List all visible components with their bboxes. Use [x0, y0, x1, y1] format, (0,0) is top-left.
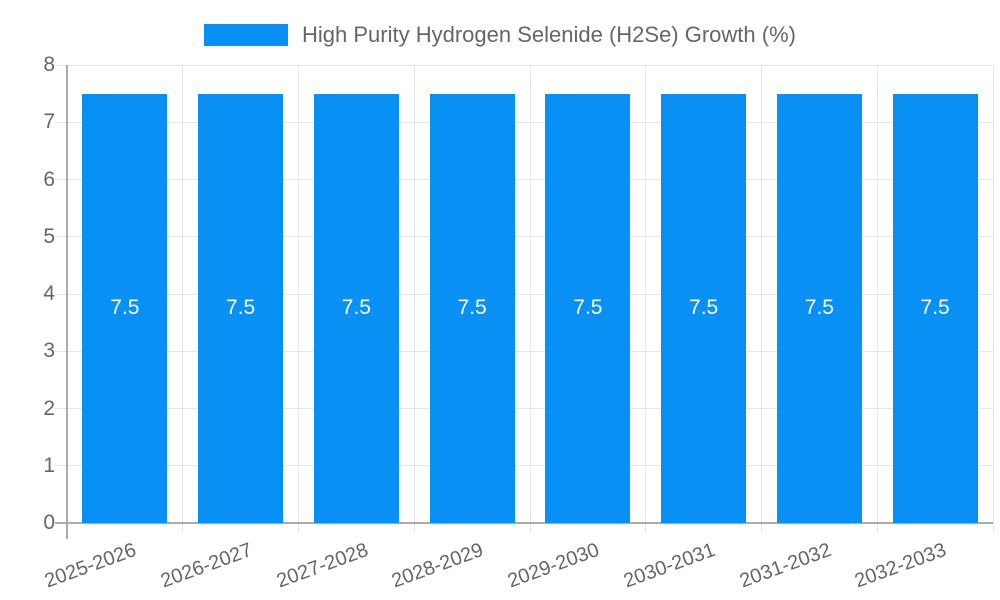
x-axis-tick-label: 2028-2029	[389, 539, 487, 593]
legend: High Purity Hydrogen Selenide (H2Se) Gro…	[0, 22, 1000, 48]
gridline-horizontal	[55, 236, 993, 238]
gridline-horizontal	[55, 350, 993, 352]
gridline-vertical	[298, 65, 299, 533]
gridline-vertical	[413, 65, 415, 533]
legend-label: High Purity Hydrogen Selenide (H2Se) Gro…	[302, 22, 796, 47]
bar[interactable]	[82, 93, 168, 523]
y-axis-tick-label: 2	[43, 396, 55, 420]
bar-value-label: 7.5	[457, 296, 487, 320]
gridline-horizontal	[55, 121, 993, 123]
gridline-vertical	[529, 65, 531, 533]
bar-value-label: 7.5	[689, 296, 719, 320]
x-axis-tick-label: 2032-2033	[852, 539, 950, 593]
bar[interactable]	[429, 93, 515, 523]
bar-value-label: 7.5	[226, 296, 256, 320]
bar[interactable]	[661, 93, 747, 523]
bar[interactable]	[892, 93, 978, 523]
gridline-horizontal	[55, 64, 993, 66]
gridline-vertical	[182, 65, 184, 533]
x-axis-tick-label: 2030-2031	[620, 539, 719, 593]
bar-value-label: 7.5	[110, 296, 140, 320]
gridline-horizontal	[55, 465, 993, 467]
plot-area: 0 1 2 3 4 5 6 7 8 7.5 7.5 7.5 7.5 7.5 7.5 7.5 7.5 2025-20…	[42, 53, 994, 592]
bar[interactable]	[776, 93, 862, 523]
y-axis-tick-label: 6	[43, 167, 55, 191]
x-axis-tick-label: 2026-2027	[157, 539, 256, 593]
bar[interactable]	[313, 93, 399, 523]
bar-value-label: 7.5	[573, 296, 603, 320]
y-axis-tick-label: 7	[43, 110, 55, 134]
gridline-vertical	[645, 65, 647, 533]
bar-value-label: 7.5	[804, 296, 834, 320]
y-axis-tick-label: 4	[43, 282, 55, 305]
bar[interactable]	[545, 93, 631, 523]
gridline-horizontal	[55, 408, 993, 409]
x-axis-line	[55, 522, 993, 524]
x-axis-tick-label: 2027-2028	[273, 539, 371, 593]
gridline-vertical	[992, 65, 994, 533]
x-axis-tick-label: 2031-2032	[736, 539, 834, 593]
y-axis-tick-label: 8	[43, 53, 55, 76]
y-axis-tick-label: 5	[43, 224, 55, 248]
bar-value-label: 7.5	[341, 296, 371, 320]
gridline-vertical	[761, 65, 762, 533]
y-axis-tick-label: 0	[43, 511, 55, 534]
y-axis-line	[66, 65, 68, 539]
bar-value-label: 7.5	[920, 296, 950, 320]
gridline-vertical	[876, 65, 878, 533]
bar[interactable]	[198, 93, 284, 523]
legend-item[interactable]: High Purity Hydrogen Selenide (H2Se) Gro…	[204, 22, 796, 48]
y-axis-tick-label: 3	[43, 339, 55, 363]
gridline-horizontal	[55, 179, 993, 180]
y-axis-tick-label: 1	[43, 453, 55, 477]
x-axis-tick-label: 2025-2026	[41, 539, 140, 593]
x-axis-tick-label: 2029-2030	[504, 539, 603, 593]
legend-swatch-icon	[204, 24, 288, 46]
gridline-horizontal	[55, 293, 993, 295]
